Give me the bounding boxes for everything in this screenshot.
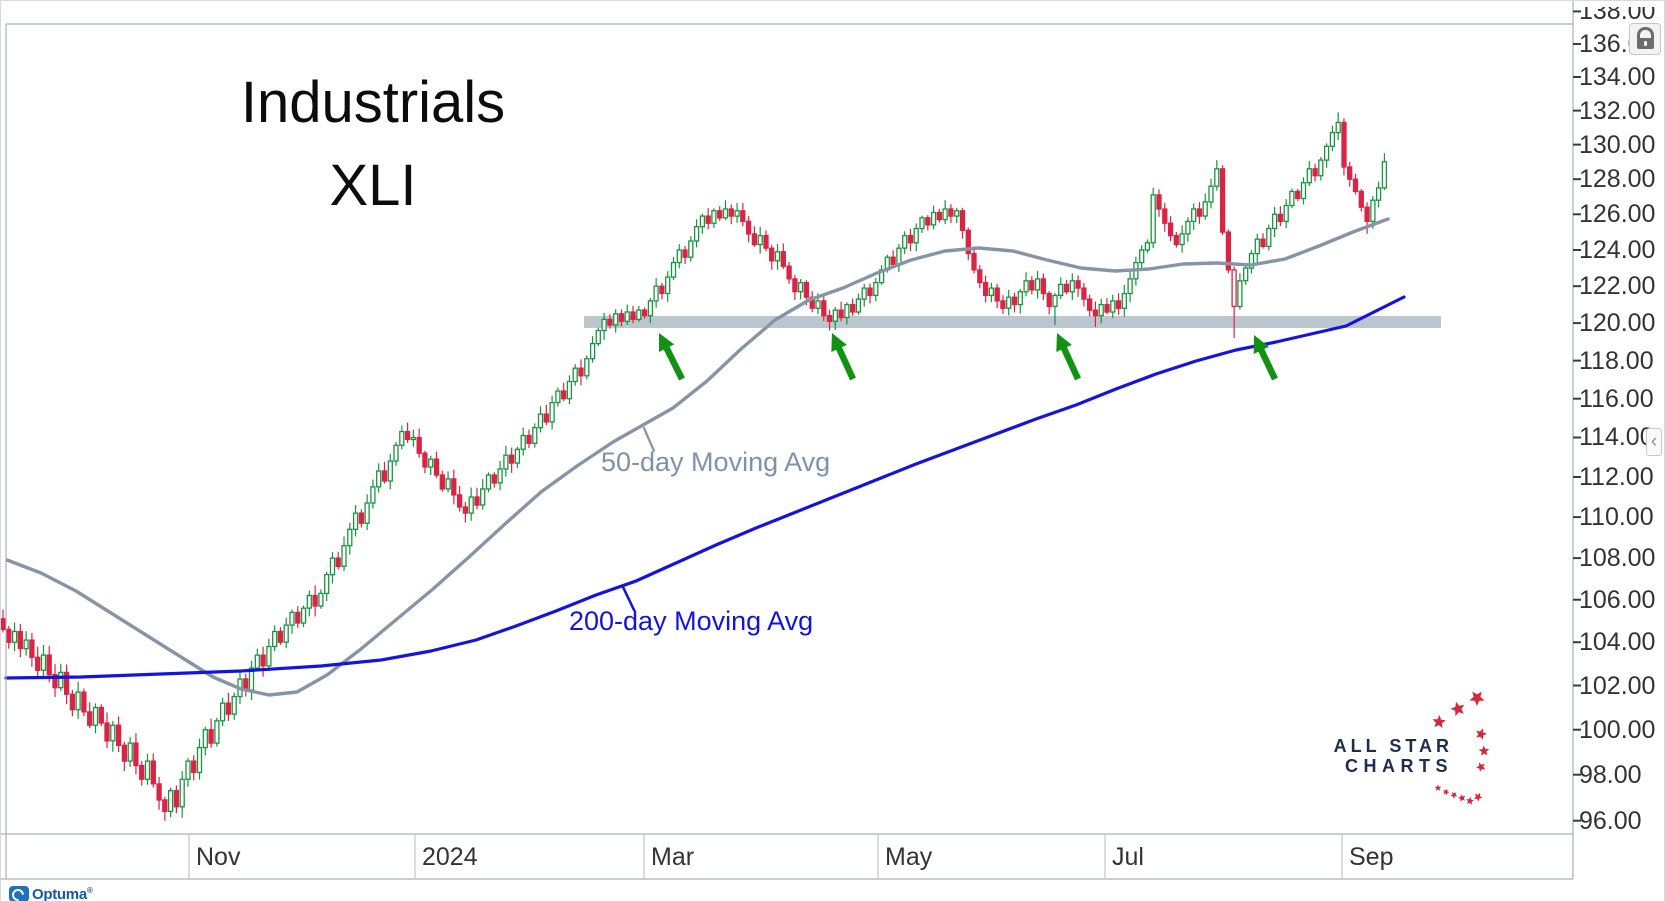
star-icon: [1443, 788, 1450, 796]
x-axis-label: May: [885, 843, 933, 871]
candlestick-series: [1, 112, 1388, 821]
x-axis-label: 2024: [422, 843, 478, 871]
lock-button[interactable]: [1629, 23, 1661, 55]
star-icon: [1473, 792, 1483, 802]
y-axis-label: 130.00: [1579, 131, 1656, 159]
y-axis-label: 118.00: [1579, 347, 1654, 375]
allstarcharts-logo-line2: CHARTS: [1345, 756, 1453, 776]
optuma-logo: Optuma®: [9, 885, 93, 902]
ma50-callout-tick: [642, 426, 656, 453]
star-icon: [1476, 762, 1486, 772]
breakout-arrows: [659, 333, 1278, 381]
y-axis-label: 112.00: [1579, 463, 1654, 491]
y-axis-label: 126.00: [1579, 200, 1656, 228]
y-axis-label: 128.00: [1579, 165, 1656, 193]
y-axis-label: 100.00: [1579, 716, 1656, 744]
support-band: [584, 316, 1441, 328]
star-icon: [1458, 794, 1466, 802]
ma200-line: [4, 295, 1406, 680]
star-icon: [1450, 701, 1465, 716]
ma50-line: [5, 217, 1390, 697]
y-axis-label: 116.00: [1579, 385, 1654, 413]
optuma-icon: [9, 886, 29, 901]
y-axis-label: 124.00: [1579, 236, 1656, 264]
star-icon: [1476, 728, 1487, 740]
x-axis-label: Mar: [651, 843, 695, 871]
x-axis[interactable]: Nov 2024 Mar May Jul Sep: [1, 834, 1573, 879]
chart-frame: [1, 1, 1574, 880]
y-axis-label: 102.00: [1579, 672, 1656, 700]
y-axis-label: 96.00: [1579, 807, 1642, 835]
star-icon: [1478, 745, 1490, 756]
y-axis-ticks: [1573, 10, 1581, 822]
chart-title-name: Industrials: [240, 70, 506, 135]
chevron-left-icon: ‹: [1650, 431, 1658, 452]
ma50-label: 50-day Moving Avg: [601, 447, 831, 477]
lock-icon: [1630, 27, 1660, 49]
star-icon: [1434, 784, 1442, 791]
y-axis-label: 108.00: [1579, 544, 1656, 572]
x-axis-label: Nov: [196, 843, 241, 871]
y-axis-label: 104.00: [1579, 628, 1656, 656]
optuma-logo-text: Optuma®: [32, 885, 93, 902]
y-axis-label: 106.00: [1579, 586, 1656, 614]
chart-title: Industrials XLI: [158, 69, 588, 219]
star-icon: [1469, 691, 1485, 706]
star-icon: [1450, 791, 1458, 799]
allstarcharts-logo-line1: ALL STAR: [1333, 736, 1453, 756]
x-axis-label: Sep: [1349, 843, 1394, 871]
star-swoosh: [1432, 691, 1490, 805]
star-icon: [1432, 715, 1446, 728]
allstarcharts-logo: ALL STAR CHARTS: [1233, 736, 1453, 776]
y-axis-label: 114.00: [1579, 423, 1654, 451]
ma200-callout-tick: [621, 585, 636, 612]
collapse-panel-button[interactable]: ‹: [1646, 428, 1662, 456]
y-axis-label: 132.00: [1579, 97, 1656, 125]
y-axis-label: 110.00: [1579, 503, 1654, 531]
y-axis-label: 122.00: [1579, 272, 1656, 300]
star-icon: [1466, 796, 1475, 805]
y-axis-label: 134.00: [1579, 63, 1656, 91]
y-axis-label: 138.00: [1579, 7, 1656, 25]
ma200-label: 200-day Moving Avg: [569, 606, 814, 636]
chart-title-symbol: XLI: [329, 153, 417, 218]
y-axis-label: 120.00: [1579, 309, 1656, 337]
x-axis-label: Jul: [1112, 843, 1144, 871]
y-axis-label: 98.00: [1579, 761, 1642, 789]
